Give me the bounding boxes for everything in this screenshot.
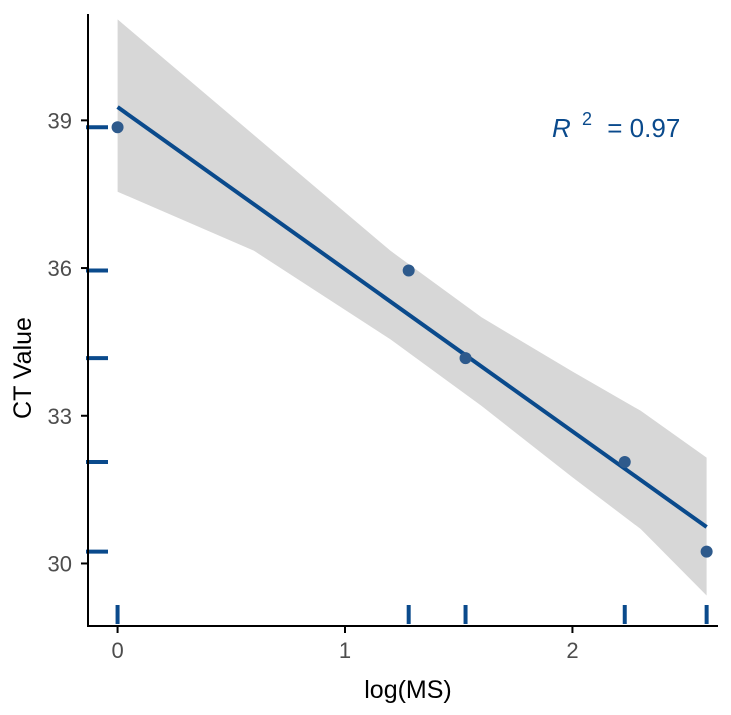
- x-tick-label-1: 1: [339, 638, 351, 663]
- fit-line-layer: [116, 105, 708, 529]
- confidence-band-layer: [117, 19, 707, 596]
- y-axis-title: CT Value: [9, 317, 37, 419]
- regression-line: [116, 105, 708, 529]
- labels-layer: 0 1 2 30 33 36 39: [48, 108, 579, 663]
- confidence-band: [117, 19, 707, 596]
- data-point-5: [700, 545, 713, 558]
- data-point-3: [459, 352, 472, 365]
- r-squared-symbol: R: [552, 113, 571, 143]
- axes-layer: [81, 14, 718, 633]
- x-tick-label-0: 0: [111, 638, 123, 663]
- points-layer: [111, 121, 713, 558]
- rug-layer: [86, 125, 709, 624]
- data-point-4: [618, 456, 631, 469]
- y-tick-label-30: 30: [48, 551, 72, 576]
- x-tick-label-2: 2: [566, 638, 578, 663]
- y-tick-label-39: 39: [48, 108, 72, 133]
- y-tick-label-33: 33: [48, 404, 72, 429]
- x-axis-title: log(MS): [364, 676, 452, 704]
- y-tick-label-36: 36: [48, 256, 72, 281]
- r-squared-value: = 0.97: [607, 113, 680, 143]
- r-squared-superscript: 2: [582, 109, 592, 129]
- data-point-1: [111, 121, 124, 134]
- r-squared-annotation: R 2 = 0.97: [552, 101, 680, 143]
- data-point-2: [402, 264, 415, 277]
